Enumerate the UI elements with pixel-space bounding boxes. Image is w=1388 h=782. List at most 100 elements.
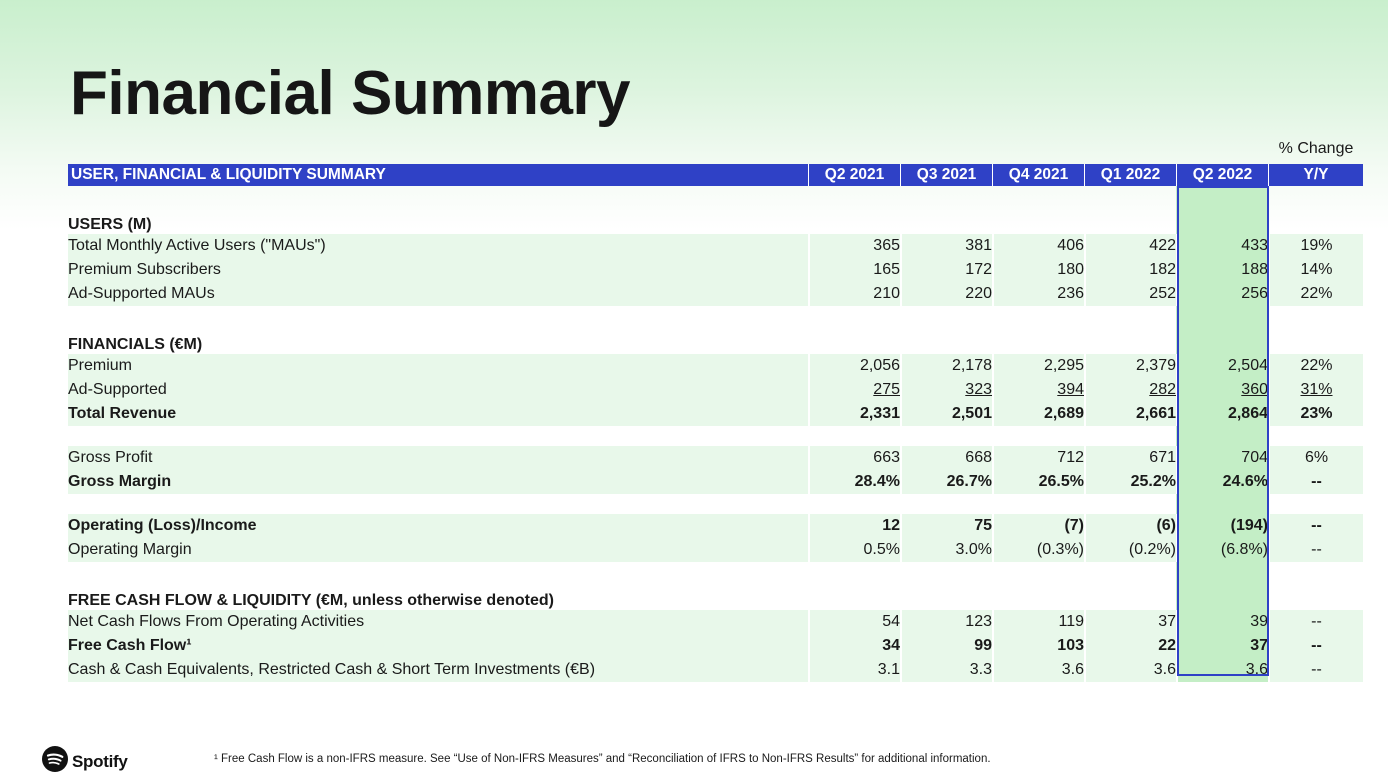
cell-value-highlighted: 39 xyxy=(1176,610,1268,634)
cell-value-highlighted: 360 xyxy=(1241,381,1268,398)
cell-value-highlighted: 188 xyxy=(1176,258,1268,282)
table-row: Ad-Supported 275 323 394 282 360 31% xyxy=(68,378,1363,402)
column-header-q2-2022: Q2 2022 xyxy=(1176,164,1268,186)
cell-value: 2,295 xyxy=(992,354,1084,378)
cell-yy-change: 14% xyxy=(1268,258,1363,282)
cell-yy-change: 31% xyxy=(1300,381,1333,398)
cell-value-highlighted: 2,864 xyxy=(1176,402,1268,426)
table-row: Premium 2,056 2,178 2,295 2,379 2,504 22… xyxy=(68,354,1363,378)
cell-value-highlighted: (6.8%) xyxy=(1176,538,1268,562)
cell-yy-change: -- xyxy=(1268,538,1363,562)
cell-value: 2,056 xyxy=(808,354,900,378)
cell-value: 3.6 xyxy=(1084,658,1176,682)
table-row: Premium Subscribers 165 172 180 182 188 … xyxy=(68,258,1363,282)
cell-value: (7) xyxy=(992,514,1084,538)
section-header-financials: FINANCIALS (€M) xyxy=(68,326,1363,354)
row-label: Operating (Loss)/Income xyxy=(68,514,808,538)
cell-value: 275 xyxy=(873,381,900,398)
table-row: Free Cash Flow¹ 34 99 103 22 37 -- xyxy=(68,634,1363,658)
column-header-yy: Y/Y xyxy=(1268,164,1363,186)
row-label: Premium Subscribers xyxy=(68,258,808,282)
table-row: Operating (Loss)/Income 12 75 (7) (6) (1… xyxy=(68,514,1363,538)
cell-value: 34 xyxy=(808,634,900,658)
row-label: Premium xyxy=(68,354,808,378)
cell-value: 182 xyxy=(1084,258,1176,282)
cell-value-highlighted: 37 xyxy=(1176,634,1268,658)
row-label: Gross Margin xyxy=(68,470,808,494)
cell-yy-change: 23% xyxy=(1268,402,1363,426)
column-header-q3-2021: Q3 2021 xyxy=(900,164,992,186)
financial-summary-table: USER, FINANCIAL & LIQUIDITY SUMMARY Q2 2… xyxy=(68,164,1363,682)
cell-yy-change: 22% xyxy=(1268,354,1363,378)
cell-value: 671 xyxy=(1084,446,1176,470)
table-row: Operating Margin 0.5% 3.0% (0.3%) (0.2%)… xyxy=(68,538,1363,562)
table-row: Total Monthly Active Users ("MAUs") 365 … xyxy=(68,234,1363,258)
table-header-row: USER, FINANCIAL & LIQUIDITY SUMMARY Q2 2… xyxy=(68,164,1363,186)
cell-value-highlighted: 256 xyxy=(1176,282,1268,306)
cell-value: 3.0% xyxy=(900,538,992,562)
section-header-cash-flow: FREE CASH FLOW & LIQUIDITY (€M, unless o… xyxy=(68,582,1363,610)
cell-yy-change: 6% xyxy=(1268,446,1363,470)
cell-value: 37 xyxy=(1084,610,1176,634)
row-label: Cash & Cash Equivalents, Restricted Cash… xyxy=(68,658,808,682)
cell-value: 365 xyxy=(808,234,900,258)
table-row: Gross Margin 28.4% 26.7% 26.5% 25.2% 24.… xyxy=(68,470,1363,494)
column-header-q2-2021: Q2 2021 xyxy=(808,164,900,186)
cell-yy-change: -- xyxy=(1268,514,1363,538)
section-title: USERS (M) xyxy=(68,216,152,233)
cell-value: 668 xyxy=(900,446,992,470)
cell-value: 119 xyxy=(992,610,1084,634)
cell-value-highlighted: 2,504 xyxy=(1176,354,1268,378)
cell-value: 220 xyxy=(900,282,992,306)
cell-value: 99 xyxy=(900,634,992,658)
cell-value: 2,661 xyxy=(1084,402,1176,426)
row-label: Total Revenue xyxy=(68,402,808,426)
cell-yy-change: 22% xyxy=(1268,282,1363,306)
table-row-total: Total Revenue 2,331 2,501 2,689 2,661 2,… xyxy=(68,402,1363,426)
cell-value: 180 xyxy=(992,258,1084,282)
cell-value: 3.6 xyxy=(992,658,1084,682)
cell-value: 381 xyxy=(900,234,992,258)
cell-value: 0.5% xyxy=(808,538,900,562)
cell-value: 28.4% xyxy=(808,470,900,494)
cell-value: 123 xyxy=(900,610,992,634)
cell-value: 252 xyxy=(1084,282,1176,306)
percent-change-label: % Change xyxy=(1278,140,1354,157)
table-header-label: USER, FINANCIAL & LIQUIDITY SUMMARY xyxy=(68,164,808,186)
spotify-logo: Spotify xyxy=(42,746,128,777)
cell-value: 3.3 xyxy=(900,658,992,682)
cell-value: 26.7% xyxy=(900,470,992,494)
table-row: Ad-Supported MAUs 210 220 236 252 256 22… xyxy=(68,282,1363,306)
column-header-q1-2022: Q1 2022 xyxy=(1084,164,1176,186)
row-label: Free Cash Flow¹ xyxy=(68,634,808,658)
cell-yy-change: -- xyxy=(1268,658,1363,682)
cell-value: 165 xyxy=(808,258,900,282)
table-row: Gross Profit 663 668 712 671 704 6% xyxy=(68,446,1363,470)
cell-yy-change: 19% xyxy=(1268,234,1363,258)
cell-value: 2,331 xyxy=(808,402,900,426)
cell-value: 323 xyxy=(965,381,992,398)
cell-value: 236 xyxy=(992,282,1084,306)
cell-value: 3.1 xyxy=(808,658,900,682)
cell-value: 75 xyxy=(900,514,992,538)
cell-value: 172 xyxy=(900,258,992,282)
cell-value: 422 xyxy=(1084,234,1176,258)
table-row: Net Cash Flows From Operating Activities… xyxy=(68,610,1363,634)
section-header-users: USERS (M) xyxy=(68,206,1363,234)
cell-value: 2,501 xyxy=(900,402,992,426)
cell-value: 12 xyxy=(808,514,900,538)
cell-value: 210 xyxy=(808,282,900,306)
cell-value: 2,379 xyxy=(1084,354,1176,378)
section-title: FINANCIALS (€M) xyxy=(68,336,203,353)
cell-value-highlighted: 704 xyxy=(1176,446,1268,470)
cell-value: 2,178 xyxy=(900,354,992,378)
row-label: Net Cash Flows From Operating Activities xyxy=(68,610,808,634)
page-title: Financial Summary xyxy=(70,59,631,128)
cell-value: 103 xyxy=(992,634,1084,658)
column-header-q4-2021: Q4 2021 xyxy=(992,164,1084,186)
cell-yy-change: -- xyxy=(1268,610,1363,634)
cell-yy-change: -- xyxy=(1268,470,1363,494)
cell-value: 2,689 xyxy=(992,402,1084,426)
cell-value: (0.2%) xyxy=(1084,538,1176,562)
cell-value: 25.2% xyxy=(1084,470,1176,494)
